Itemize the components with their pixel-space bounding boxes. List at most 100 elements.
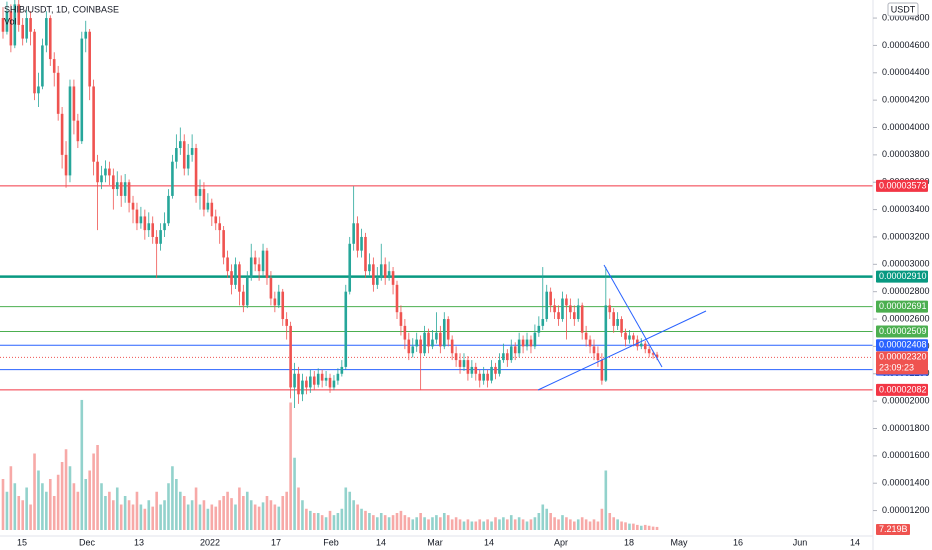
candle-body <box>588 339 592 347</box>
y-tick-label: 0.00003800 <box>882 149 930 159</box>
volume-bar <box>553 517 556 530</box>
candle-body <box>348 243 352 292</box>
candle-body <box>281 291 285 320</box>
candle-body <box>25 18 28 39</box>
volume-bar <box>143 508 147 530</box>
y-tick-label: 0.00004000 <box>882 122 930 132</box>
candle-body <box>84 31 88 39</box>
candle-body <box>502 353 505 361</box>
candle-body <box>92 86 95 162</box>
candle-body <box>127 182 131 203</box>
candle-body <box>68 86 72 176</box>
volume-bar <box>135 491 139 530</box>
volume-bar <box>171 466 174 530</box>
volume-bar <box>84 479 88 530</box>
volume-bar <box>435 515 438 530</box>
candle-body <box>372 264 375 285</box>
candle-body <box>238 264 241 292</box>
price-tag-label: 0.00002320 <box>879 352 927 362</box>
y-tick-label: 0.00002800 <box>882 286 930 296</box>
volume-bar <box>399 510 403 530</box>
volume-bar <box>328 510 332 530</box>
volume-bar <box>198 504 202 530</box>
candle-body <box>218 223 221 231</box>
volume-bar <box>80 399 84 530</box>
y-tick-label: 0.00003400 <box>882 204 930 214</box>
candle-body <box>123 182 127 196</box>
price-labels: 0.00003573 0.00002910 0.00002691 0.00002509… <box>876 179 928 535</box>
candle-body <box>88 31 91 87</box>
candle-body <box>37 86 40 94</box>
volume-bar <box>517 517 521 530</box>
candle-body <box>17 4 21 25</box>
candle-body <box>265 250 269 278</box>
candle-body <box>442 319 446 347</box>
volume-bar <box>596 521 600 530</box>
candle-body <box>628 335 631 340</box>
volume-bar <box>376 517 379 530</box>
volume-bar <box>155 491 158 530</box>
volume-bar <box>643 524 647 530</box>
volume-bar <box>305 508 308 530</box>
volume-bar <box>68 466 72 530</box>
volume-bar <box>115 487 119 530</box>
candle-body <box>336 373 340 381</box>
candle-body <box>119 182 123 196</box>
candle-body <box>352 223 355 244</box>
candle-body <box>344 291 348 367</box>
candle-body <box>309 376 312 388</box>
volume-bar <box>403 515 407 530</box>
candle-body <box>383 264 387 278</box>
volume-bar <box>537 513 541 530</box>
volume-bar <box>60 462 64 530</box>
volume-bar <box>407 517 411 530</box>
volume-bar <box>9 466 13 530</box>
candle-body <box>470 366 474 374</box>
volume-bar <box>5 491 9 530</box>
volume-bar <box>557 519 560 530</box>
volume-bar <box>238 487 241 530</box>
x-tick-label: Jun <box>793 537 808 547</box>
candle-body <box>72 86 76 121</box>
candle-body <box>379 264 383 278</box>
candle-body <box>466 360 470 374</box>
candle-body <box>242 291 245 306</box>
y-tick-label: 0.00004400 <box>882 67 930 77</box>
candle-body <box>604 305 608 381</box>
x-tick-label: Dec <box>79 537 96 547</box>
candle-body <box>592 346 596 354</box>
volume-bar <box>600 508 604 530</box>
volume-bar <box>48 479 52 530</box>
volume-bar <box>549 513 552 530</box>
volume-bar <box>210 504 214 530</box>
candle-body <box>549 291 552 306</box>
volume-bar <box>277 506 281 530</box>
candle-body <box>41 45 44 87</box>
x-tick-label: 14 <box>850 537 860 547</box>
volume-bar <box>387 517 391 530</box>
volume-bar <box>651 526 655 530</box>
currency-box[interactable] <box>887 2 919 17</box>
candle-body <box>206 202 210 210</box>
volume-bar <box>108 491 111 530</box>
candle-body <box>498 360 501 374</box>
volume-bar <box>41 483 44 530</box>
candle-body <box>56 72 60 114</box>
candle-body <box>431 339 434 347</box>
candle-body <box>541 319 545 326</box>
volume-bar <box>316 513 320 530</box>
candle-body <box>486 373 489 381</box>
candle-body <box>450 339 454 354</box>
volume-bar <box>580 517 584 530</box>
volume-bar <box>194 487 198 530</box>
volume-bar <box>123 496 127 530</box>
candle-body <box>387 271 391 278</box>
candle-body <box>340 366 344 374</box>
volume-bar <box>92 453 95 530</box>
volume-bar <box>249 500 253 530</box>
volume-bar <box>419 513 422 530</box>
volume-bar <box>127 500 131 530</box>
candle-body <box>506 353 509 361</box>
candle-body <box>135 209 139 224</box>
currency[interactable]: USDT <box>891 4 916 14</box>
